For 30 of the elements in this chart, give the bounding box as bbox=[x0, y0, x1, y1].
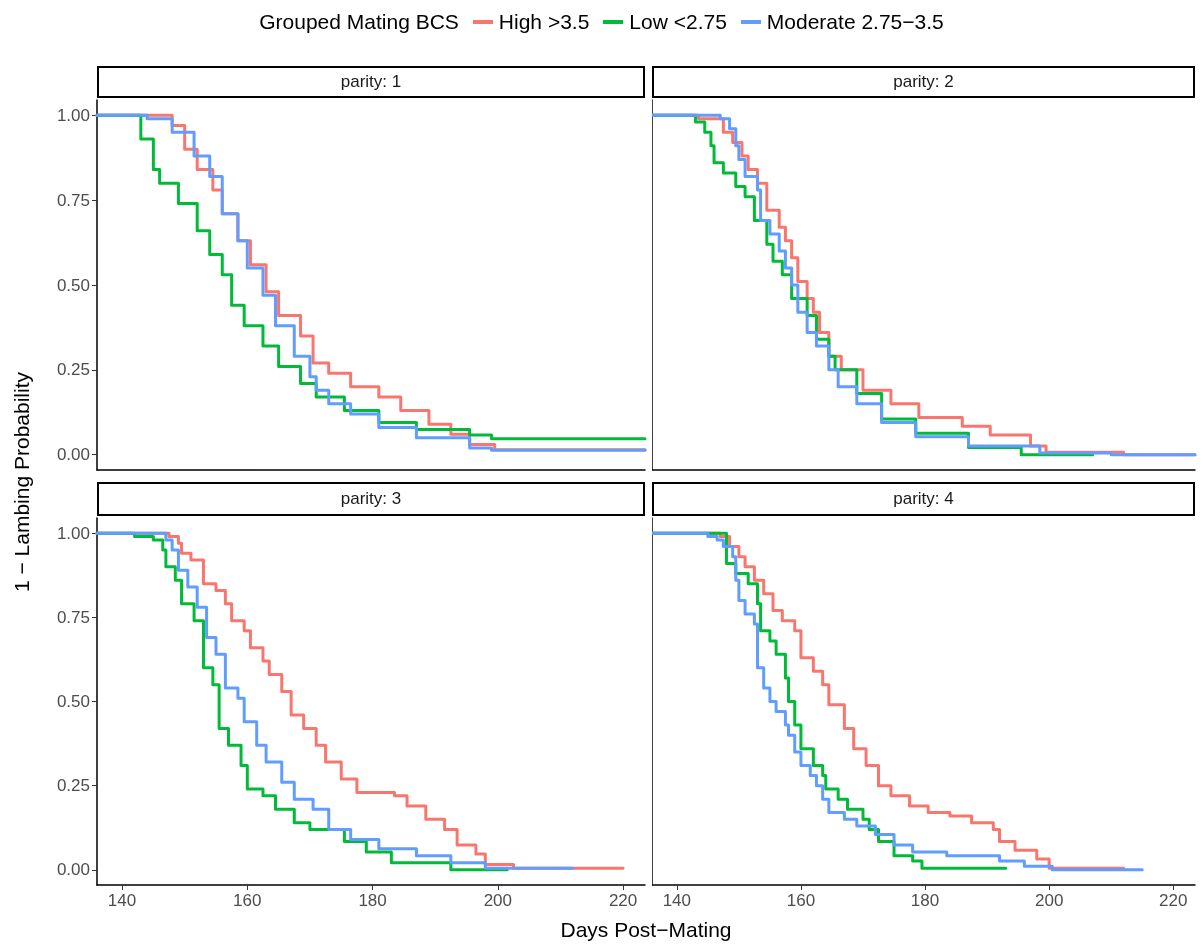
legend-label: Moderate 2.75−3.5 bbox=[766, 10, 944, 34]
legend-title: Grouped Mating BCS bbox=[259, 10, 459, 34]
x-tick-label: 140 bbox=[107, 891, 137, 910]
y-tick-label: 0.00 bbox=[56, 445, 90, 465]
y-tick-label: 0.75 bbox=[56, 607, 90, 627]
x-tick-label: 160 bbox=[786, 891, 816, 910]
x-tick-label: 180 bbox=[358, 891, 387, 910]
x-axis-title: Days Post−Mating bbox=[559, 918, 733, 942]
x-tick-label: 200 bbox=[483, 891, 513, 910]
y-tick-label: 0.75 bbox=[56, 190, 90, 210]
legend-label: High >3.5 bbox=[498, 10, 590, 34]
chart-title: parity: 3 bbox=[97, 482, 645, 516]
x-tick-label: 140 bbox=[662, 891, 692, 910]
x-tick-label: 220 bbox=[608, 891, 638, 910]
y-tick-label: 0.25 bbox=[56, 360, 90, 380]
x-tick-label: 180 bbox=[910, 891, 940, 910]
y-tick-label: 1.00 bbox=[56, 523, 90, 543]
y-tick-label: 0.50 bbox=[56, 692, 90, 711]
x-tick-label: 200 bbox=[1034, 891, 1064, 910]
legend-label: Low <2.75 bbox=[629, 10, 727, 34]
x-tick-label: 220 bbox=[1159, 891, 1188, 910]
chart-title: parity: 4 bbox=[652, 482, 1195, 516]
y-axis-title: 1 − Lambing Probability bbox=[10, 371, 34, 593]
y-tick-label: 0.25 bbox=[56, 776, 90, 796]
x-tick-label: 160 bbox=[233, 891, 262, 910]
y-tick-label: 0.50 bbox=[56, 275, 90, 295]
chart-title: parity: 1 bbox=[97, 66, 645, 98]
y-tick-label: 1.00 bbox=[56, 105, 90, 125]
y-tick-label: 0.00 bbox=[56, 860, 90, 880]
chart-title: parity: 2 bbox=[652, 66, 1195, 98]
